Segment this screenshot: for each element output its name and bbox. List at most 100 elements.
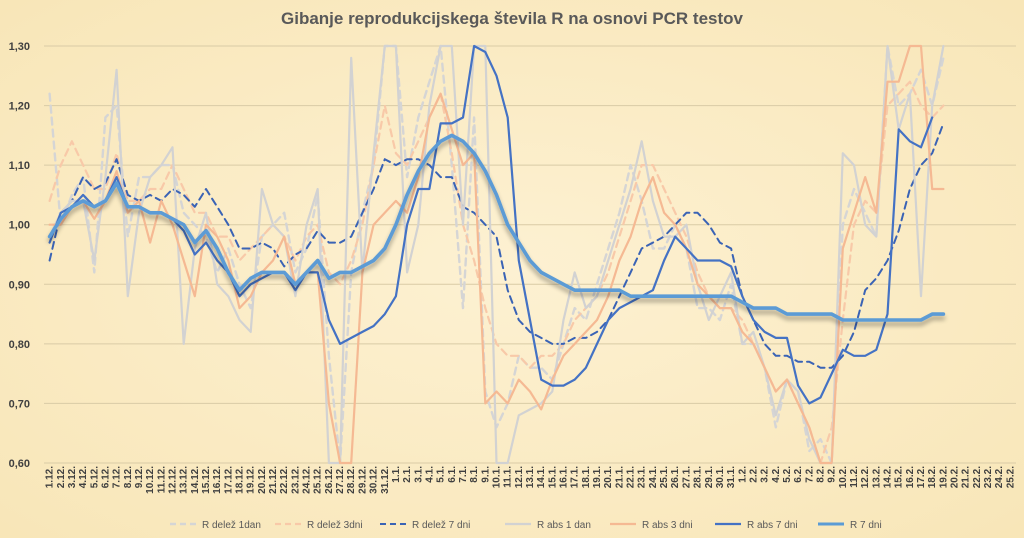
x-tick-label: 2.2. xyxy=(748,466,759,483)
x-tick-label: 26.12. xyxy=(324,466,335,494)
x-tick-label: 25.1. xyxy=(659,466,670,488)
x-tick-label: 25.12. xyxy=(313,466,324,494)
x-tick-label: 21.12. xyxy=(268,466,279,494)
x-tick-label: 23.1. xyxy=(637,466,648,488)
x-tick-label: 8.12. xyxy=(123,466,134,488)
y-tick-label: 1,20 xyxy=(9,101,30,113)
x-tick-label: 28.1. xyxy=(693,466,704,488)
x-tick-label: 15.2. xyxy=(894,466,905,488)
x-tick-label: 6.12. xyxy=(100,466,111,488)
x-tick-label: 19.12. xyxy=(246,466,257,494)
x-tick-label: 15.1. xyxy=(547,466,558,488)
x-tick-label: 7.2. xyxy=(804,466,815,483)
x-tick-label: 12.2. xyxy=(860,466,871,488)
x-tick-label: 27.12. xyxy=(335,466,346,494)
x-tick-label: 16.1. xyxy=(559,466,570,488)
x-tick-label: 14.1. xyxy=(536,466,547,488)
series-line-5 xyxy=(48,44,945,465)
x-tick-label: 25.2. xyxy=(1005,466,1016,488)
x-tick-label: 23.2. xyxy=(983,466,994,488)
x-tick-label: 28.12. xyxy=(346,466,357,494)
y-tick-label: 0,70 xyxy=(9,398,30,410)
x-tick-label: 9.12. xyxy=(134,466,145,488)
x-tick-label: 12.12. xyxy=(167,466,178,494)
chart-title: Gibanje reprodukcijskega števila R na os… xyxy=(281,9,744,28)
x-tick-label: 9.1. xyxy=(480,466,491,483)
x-tick-label: 27.1. xyxy=(681,466,692,488)
legend-label: R abs 7 dni xyxy=(747,520,798,531)
x-tick-label: 21.2. xyxy=(961,466,972,488)
x-tick-label: 14.2. xyxy=(883,466,894,488)
x-tick-label: 4.2. xyxy=(771,466,782,483)
x-tick-label: 10.2. xyxy=(838,466,849,488)
legend-label: R delež 1dan xyxy=(202,520,261,531)
x-tick-label: 16.2. xyxy=(905,466,916,488)
x-tick-label: 14.12. xyxy=(190,466,201,494)
x-tick-label: 9.2. xyxy=(827,466,838,483)
legend-label: R delež 3dni xyxy=(307,520,363,531)
y-axis-ticks: 0,60 0,70 0,80 0,90 1,00 1,10 1,20 1,30 xyxy=(9,41,30,470)
x-tick-label: 20.1. xyxy=(603,466,614,488)
legend-label: R abs 3 dni xyxy=(642,520,693,531)
x-tick-label: 18.12. xyxy=(235,466,246,494)
x-tick-label: 13.12. xyxy=(179,466,190,494)
x-tick-label: 17.2. xyxy=(916,466,927,488)
series-line-6 xyxy=(48,44,934,405)
legend-label: R abs 1 dan xyxy=(537,520,591,531)
x-tick-label: 4.1. xyxy=(424,466,435,483)
x-tick-label: 5.2. xyxy=(782,466,793,483)
y-tick-label: 1,10 xyxy=(9,160,30,172)
x-tick-label: 11.1. xyxy=(503,466,514,488)
x-tick-label: 2.12. xyxy=(56,466,67,488)
x-tick-label: 11.12. xyxy=(156,466,167,493)
x-axis-ticks: 1.12. 2.12. 3.12. 4.12. 5.12. 6.12. 7.12. 8.12.… xyxy=(45,466,1017,494)
x-tick-label: 31.12. xyxy=(380,466,391,494)
x-tick-label: 23.12. xyxy=(290,466,301,494)
x-tick-label: 26.1. xyxy=(670,466,681,488)
x-tick-label: 29.12. xyxy=(357,466,368,494)
x-tick-label: 8.1. xyxy=(469,466,480,483)
x-tick-label: 6.2. xyxy=(793,466,804,483)
x-tick-label: 5.12. xyxy=(89,466,100,488)
x-tick-label: 20.2. xyxy=(950,466,961,488)
x-tick-label: 24.1. xyxy=(648,466,659,488)
x-tick-label: 4.12. xyxy=(78,466,89,488)
y-tick-label: 1,00 xyxy=(9,220,30,232)
legend-label: R 7 dni xyxy=(850,520,882,531)
x-tick-label: 2.1. xyxy=(402,466,413,483)
x-tick-label: 22.1. xyxy=(626,466,637,488)
x-tick-label: 19.2. xyxy=(938,466,949,488)
x-tick-label: 6.1. xyxy=(447,466,458,483)
x-tick-label: 17.12. xyxy=(223,466,234,494)
x-tick-label: 10.12. xyxy=(145,466,156,494)
x-tick-label: 12.1. xyxy=(514,466,525,488)
x-tick-label: 7.1. xyxy=(458,466,469,483)
x-tick-label: 18.2. xyxy=(927,466,938,488)
x-tick-label: 20.12. xyxy=(257,466,268,494)
x-tick-label: 21.1. xyxy=(614,466,625,488)
x-tick-label: 1.2. xyxy=(737,466,748,483)
x-tick-label: 13.1. xyxy=(525,466,536,488)
x-tick-label: 22.2. xyxy=(972,466,983,488)
x-tick-label: 8.2. xyxy=(815,466,826,483)
x-tick-label: 31.1. xyxy=(726,466,737,488)
x-tick-label: 13.2. xyxy=(871,466,882,488)
series-lines xyxy=(47,44,946,465)
x-tick-label: 3.2. xyxy=(760,466,771,483)
x-tick-label: 19.1. xyxy=(592,466,603,488)
x-tick-label: 10.1. xyxy=(491,466,502,488)
x-tick-label: 3.12. xyxy=(67,466,78,488)
y-tick-label: 0,90 xyxy=(9,279,30,291)
x-tick-label: 16.12. xyxy=(212,466,223,494)
x-tick-label: 1.1. xyxy=(391,466,402,483)
y-tick-label: 0,80 xyxy=(9,339,30,351)
y-tick-label: 0,60 xyxy=(9,458,30,470)
legend: R delež 1dan R delež 3dni R delež 7 dni R a… xyxy=(170,520,882,531)
x-tick-label: 30.12. xyxy=(369,466,380,494)
x-tick-label: 29.1. xyxy=(704,466,715,488)
x-tick-label: 3.1. xyxy=(413,466,424,483)
x-tick-label: 5.1. xyxy=(436,466,447,483)
